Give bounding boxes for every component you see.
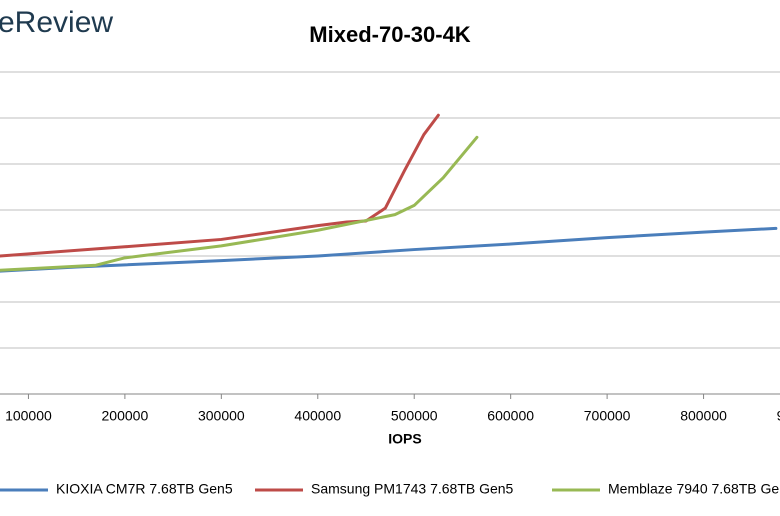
x-tick-label: 900000 — [777, 408, 780, 424]
x-tick-label: 600000 — [487, 408, 534, 424]
series-line — [0, 113, 440, 258]
watermark: eReview — [0, 6, 113, 39]
x-tick-label: 800000 — [680, 408, 727, 424]
x-tick-label: 200000 — [102, 408, 149, 424]
chart-title: Mixed-70-30-4K — [309, 22, 471, 47]
legend-label: Samsung PM1743 7.68TB Gen5 — [311, 481, 514, 497]
legend-label: Memblaze 7940 7.68TB Gen5 — [608, 481, 780, 497]
x-tick-label: 300000 — [198, 408, 245, 424]
x-tick-label: 400000 — [294, 408, 341, 424]
x-tick-label: 700000 — [584, 408, 631, 424]
x-tick-label: 500000 — [391, 408, 438, 424]
series-line — [0, 226, 778, 273]
series-line — [0, 135, 479, 272]
legend-label: KIOXIA CM7R 7.68TB Gen5 — [56, 481, 233, 497]
x-axis-label: IOPS — [388, 431, 421, 447]
x-tick-label: 100000 — [5, 408, 52, 424]
